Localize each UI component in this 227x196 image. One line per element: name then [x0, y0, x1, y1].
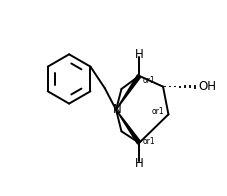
Polygon shape [116, 110, 140, 144]
Text: H: H [134, 48, 143, 61]
Polygon shape [116, 75, 140, 110]
Text: or1: or1 [142, 137, 154, 146]
Text: H: H [134, 157, 143, 170]
Text: OH: OH [197, 80, 215, 93]
Text: or1: or1 [142, 76, 154, 85]
Text: or1: or1 [151, 107, 163, 116]
Text: N: N [112, 103, 121, 116]
